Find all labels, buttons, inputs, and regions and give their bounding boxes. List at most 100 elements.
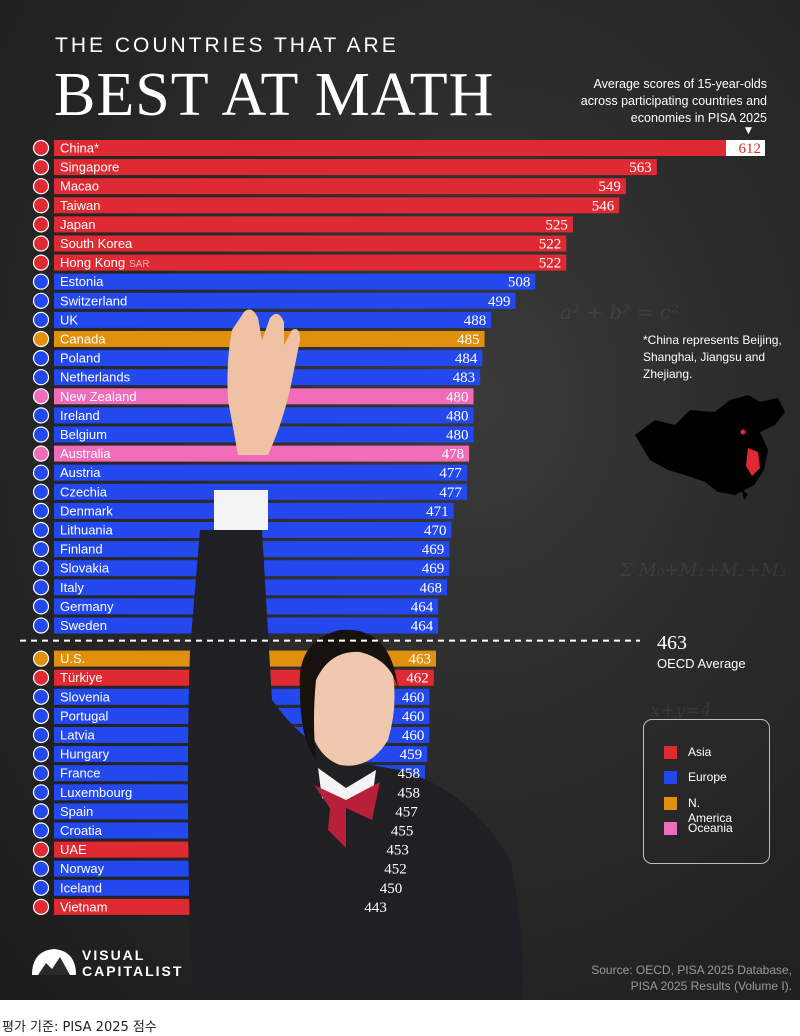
chalk-scribble-1: a² + b² = c²: [560, 300, 679, 324]
flag-icon-netherlands: [32, 369, 50, 386]
subtitle: Average scores of 15-year-olds across pa…: [580, 77, 767, 125]
bar-value-slovakia: 469: [422, 561, 445, 577]
value-box-china: [726, 140, 765, 156]
flag-icon-hungary: [32, 745, 50, 763]
bar-label-italy: Italy: [60, 580, 84, 595]
flag-icon-u-s: [32, 650, 50, 667]
bar-value-t-rkiye: 462: [406, 671, 429, 687]
flag-icon-taiwan: [32, 197, 50, 214]
flag-icon-poland: [32, 350, 50, 367]
logo-line-1: VISUAL: [82, 947, 146, 963]
title-top: THE COUNTRIES THAT ARE: [55, 34, 399, 57]
flag-icon-slovenia: [32, 688, 50, 705]
legend-swatch-n-america: [664, 797, 677, 810]
bar-value-czechia: 477: [439, 485, 462, 501]
bar-value-denmark: 471: [426, 504, 449, 520]
bar-label-iceland: Iceland: [60, 880, 102, 895]
bar-value-portugal: 460: [402, 709, 425, 725]
bar-label-japan: Japan: [60, 217, 95, 232]
flag-icon-lithuania: [32, 521, 50, 539]
flag-icon-germany: [32, 598, 50, 615]
bar-value-germany: 464: [411, 599, 434, 615]
flag-icon-uk: [32, 311, 50, 328]
bar-label-vietnam: Vietnam: [60, 899, 107, 914]
flag-icon-macao: [32, 178, 50, 195]
flag-icon-vietnam: [32, 898, 50, 916]
flag-icon-luxembourg: [32, 784, 50, 801]
chalk-scribble-2: Σ M₀+M₁+M₂+M₃: [620, 560, 787, 581]
bar-label-czechia: Czechia: [60, 484, 108, 499]
source-line-1: Source: OECD, PISA 2025 Database,: [591, 963, 792, 977]
bar-suffix-hong-kong: SAR: [129, 259, 150, 270]
bar-label-t-rkiye: Türkiye: [60, 670, 103, 685]
bar-label-sweden: Sweden: [60, 618, 107, 633]
bar-label-spain: Spain: [60, 804, 93, 819]
bar-value-taiwan: 546: [592, 198, 615, 214]
bar-label-poland: Poland: [60, 351, 100, 366]
bar-macao: [54, 178, 626, 195]
flag-icon-canada: [32, 330, 50, 348]
flag-icon-singapore: [32, 159, 50, 176]
bar-label-slovenia: Slovenia: [60, 689, 111, 704]
infographic-poster: a² + b² = c² Σ M₀+M₁+M₂+M₃ x+y=4 ∫ x² dx…: [0, 0, 800, 1000]
bar-value-new-zealand: 480: [446, 389, 469, 405]
bar-value-lithuania: 470: [424, 523, 447, 539]
bar-value-macao: 549: [598, 179, 621, 195]
bar-china: [54, 140, 765, 156]
bar-label-denmark: Denmark: [60, 503, 113, 518]
flag-icon-czechia: [32, 483, 50, 500]
bar-japan: [54, 216, 573, 233]
bar-label-estonia: Estonia: [60, 274, 104, 289]
bar-value-finland: 469: [422, 542, 445, 558]
flag-icon-hong-kong: [32, 254, 50, 271]
overlay-layer: China* 612 Singapore 563 Macao 549 Taiwan 546 Ja…: [20, 139, 765, 916]
flag-icon-finland: [32, 540, 50, 558]
flag-icon-ireland: [32, 407, 50, 424]
bar-label-portugal: Portugal: [60, 708, 109, 723]
legend-swatch-asia: [664, 746, 677, 759]
flag-icon-norway: [32, 860, 50, 877]
legend: Asia Europe N. America Oceania: [643, 719, 770, 864]
bar-value-norway: 452: [384, 862, 407, 878]
bar-value-uae: 453: [386, 843, 409, 859]
legend-label-europe: Europe: [688, 770, 727, 784]
bar-value-spain: 457: [395, 804, 418, 820]
legend-swatch-oceania: [664, 822, 677, 835]
bar-value-vietnam: 443: [364, 900, 387, 916]
oecd-average-label: OECD Average: [657, 656, 746, 671]
bar-value-poland: 484: [455, 351, 478, 367]
bar-label-taiwan: Taiwan: [60, 198, 100, 213]
flag-icon-sweden: [32, 617, 50, 634]
bar-label-australia: Australia: [60, 446, 111, 461]
bar-taiwan: [54, 197, 620, 214]
bar-label-china: China*: [60, 141, 99, 156]
source-note: Source: OECD, PISA 2025 Database, PISA 2…: [591, 962, 792, 994]
student-head: [307, 642, 395, 766]
china-note: *China represents Beijing, Shanghai, Jia…: [643, 333, 782, 381]
flag-icon-france: [32, 765, 50, 782]
bar-label-macao: Macao: [60, 179, 99, 194]
bar-value-hungary: 459: [400, 747, 423, 763]
student-photo: [187, 309, 523, 1000]
bar-value-south-korea: 522: [539, 237, 562, 253]
bar-label-u-s: U.S.: [60, 651, 85, 666]
bar-austria: [54, 464, 467, 481]
flag-icon-iceland: [32, 879, 50, 896]
bar-label-germany: Germany: [60, 599, 114, 614]
flag-icon-estonia: [32, 273, 50, 290]
bar-label-france: France: [60, 766, 100, 781]
legend-label-n-america: N. America: [688, 796, 733, 825]
bar-label-ireland: Ireland: [60, 408, 100, 423]
bar-label-hungary: Hungary: [60, 747, 110, 762]
bar-label-uk: UK: [60, 312, 78, 327]
flag-icon-new-zealand: [32, 388, 50, 405]
bar-estonia: [54, 273, 536, 290]
student-bow: [314, 782, 380, 848]
bar-value-sweden: 464: [411, 619, 434, 635]
student-hair: [299, 629, 398, 760]
bar-label-canada: Canada: [60, 332, 106, 347]
bar-label-netherlands: Netherlands: [60, 370, 131, 385]
bar-value-latvia: 460: [402, 728, 425, 744]
image-caption: 평가 기준: PISA 2025 점수: [2, 1020, 157, 1035]
flag-icon-japan: [32, 216, 50, 233]
